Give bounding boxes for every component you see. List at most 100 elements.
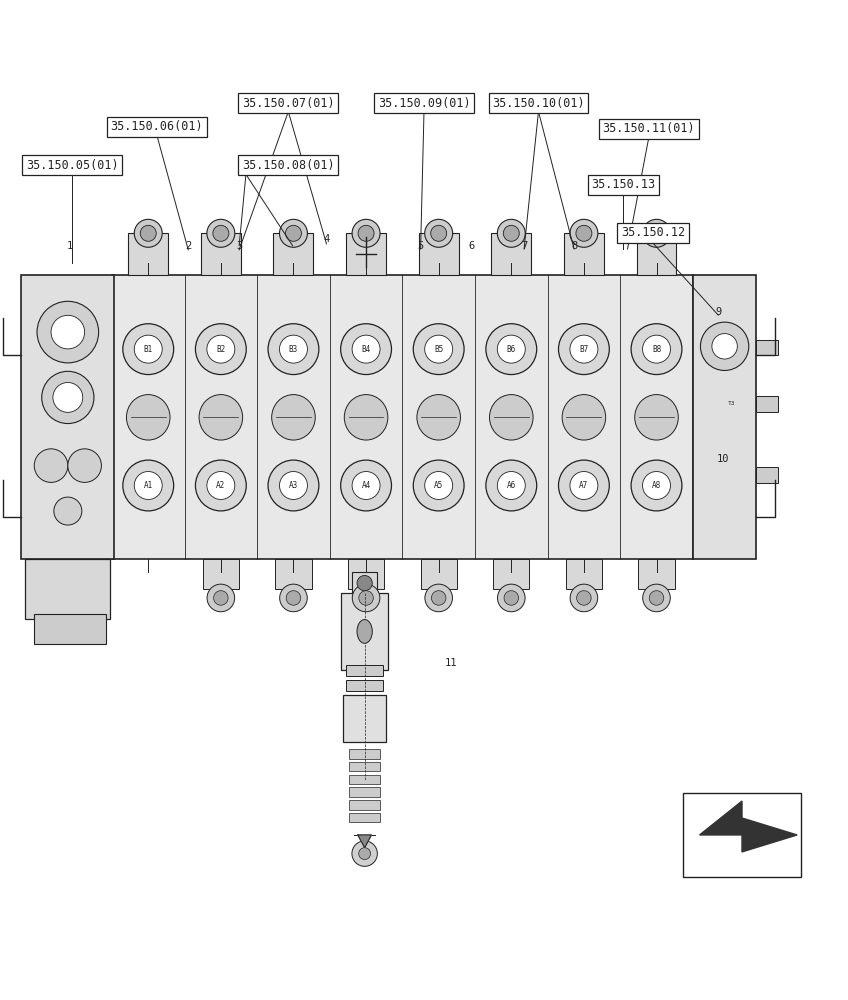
Text: 35.150.09(01): 35.150.09(01) <box>377 97 471 110</box>
Circle shape <box>280 335 308 363</box>
Circle shape <box>352 584 380 612</box>
Circle shape <box>268 460 319 511</box>
Circle shape <box>643 219 671 247</box>
Circle shape <box>42 371 94 424</box>
Circle shape <box>341 460 392 511</box>
Circle shape <box>37 301 98 363</box>
Circle shape <box>577 591 591 605</box>
Circle shape <box>631 460 682 511</box>
Bar <box>637 233 677 275</box>
Text: A1: A1 <box>143 481 153 490</box>
Circle shape <box>497 472 525 499</box>
Bar <box>419 233 459 275</box>
Bar <box>346 233 386 275</box>
Circle shape <box>425 472 453 499</box>
Text: A4: A4 <box>361 481 371 490</box>
Circle shape <box>54 497 81 525</box>
Circle shape <box>413 460 464 511</box>
Bar <box>128 233 168 275</box>
Bar <box>491 233 531 275</box>
Text: B2: B2 <box>216 345 226 354</box>
Text: B6: B6 <box>506 345 516 354</box>
Circle shape <box>268 324 319 375</box>
Circle shape <box>68 449 102 482</box>
Text: A5: A5 <box>434 481 444 490</box>
Circle shape <box>280 472 308 499</box>
Circle shape <box>195 324 246 375</box>
Circle shape <box>431 225 447 241</box>
Text: A8: A8 <box>652 481 661 490</box>
Bar <box>343 695 386 742</box>
Text: 35.150.12: 35.150.12 <box>621 226 685 239</box>
Text: B4: B4 <box>361 345 371 354</box>
Ellipse shape <box>126 395 170 440</box>
Text: B8: B8 <box>652 345 661 354</box>
Bar <box>349 775 380 784</box>
Circle shape <box>559 460 610 511</box>
Text: 9: 9 <box>715 307 722 317</box>
Circle shape <box>497 335 525 363</box>
Circle shape <box>576 225 592 241</box>
Circle shape <box>34 449 68 482</box>
Text: 3: 3 <box>236 241 243 251</box>
Ellipse shape <box>417 395 460 440</box>
Bar <box>346 680 383 691</box>
Text: 4: 4 <box>323 234 330 244</box>
Text: T3: T3 <box>728 401 735 406</box>
Text: A2: A2 <box>216 481 226 490</box>
Circle shape <box>643 584 670 612</box>
Circle shape <box>352 335 380 363</box>
Circle shape <box>359 848 371 860</box>
Text: 1: 1 <box>66 241 73 251</box>
Circle shape <box>631 324 682 375</box>
Circle shape <box>53 383 83 412</box>
Circle shape <box>134 472 162 499</box>
Circle shape <box>140 225 156 241</box>
Text: 11: 11 <box>445 658 457 668</box>
Text: 5: 5 <box>417 241 424 251</box>
Text: 35.150.07(01): 35.150.07(01) <box>242 97 335 110</box>
Bar <box>276 559 311 589</box>
Bar <box>421 559 457 589</box>
Polygon shape <box>358 835 371 848</box>
Text: 7: 7 <box>521 241 527 251</box>
Bar <box>341 593 388 670</box>
Circle shape <box>123 460 174 511</box>
Circle shape <box>280 584 307 612</box>
Bar <box>564 233 604 275</box>
Bar <box>756 396 778 412</box>
Circle shape <box>207 584 235 612</box>
Circle shape <box>570 584 598 612</box>
Bar <box>352 572 377 593</box>
Circle shape <box>207 219 235 247</box>
Bar <box>756 340 778 355</box>
Bar <box>348 559 384 589</box>
Circle shape <box>498 584 525 612</box>
Circle shape <box>570 472 598 499</box>
Text: 35.150.08(01): 35.150.08(01) <box>242 159 335 172</box>
Ellipse shape <box>634 395 678 440</box>
Circle shape <box>213 225 229 241</box>
Circle shape <box>425 335 453 363</box>
Bar <box>346 665 383 676</box>
Bar <box>349 749 380 759</box>
Bar <box>201 233 241 275</box>
Text: 35.150.13: 35.150.13 <box>591 178 656 191</box>
Circle shape <box>570 219 598 247</box>
Circle shape <box>643 335 671 363</box>
Bar <box>203 559 239 589</box>
Text: 2: 2 <box>185 241 192 251</box>
Text: A7: A7 <box>579 481 589 490</box>
Polygon shape <box>700 801 797 852</box>
Bar <box>25 559 110 619</box>
Text: 35.150.06(01): 35.150.06(01) <box>110 120 204 133</box>
Bar <box>693 275 756 559</box>
Circle shape <box>425 584 453 612</box>
Circle shape <box>280 219 308 247</box>
Text: B1: B1 <box>143 345 153 354</box>
Ellipse shape <box>271 395 315 440</box>
Circle shape <box>341 324 392 375</box>
Ellipse shape <box>344 395 388 440</box>
Circle shape <box>497 219 525 247</box>
Text: B7: B7 <box>579 345 589 354</box>
